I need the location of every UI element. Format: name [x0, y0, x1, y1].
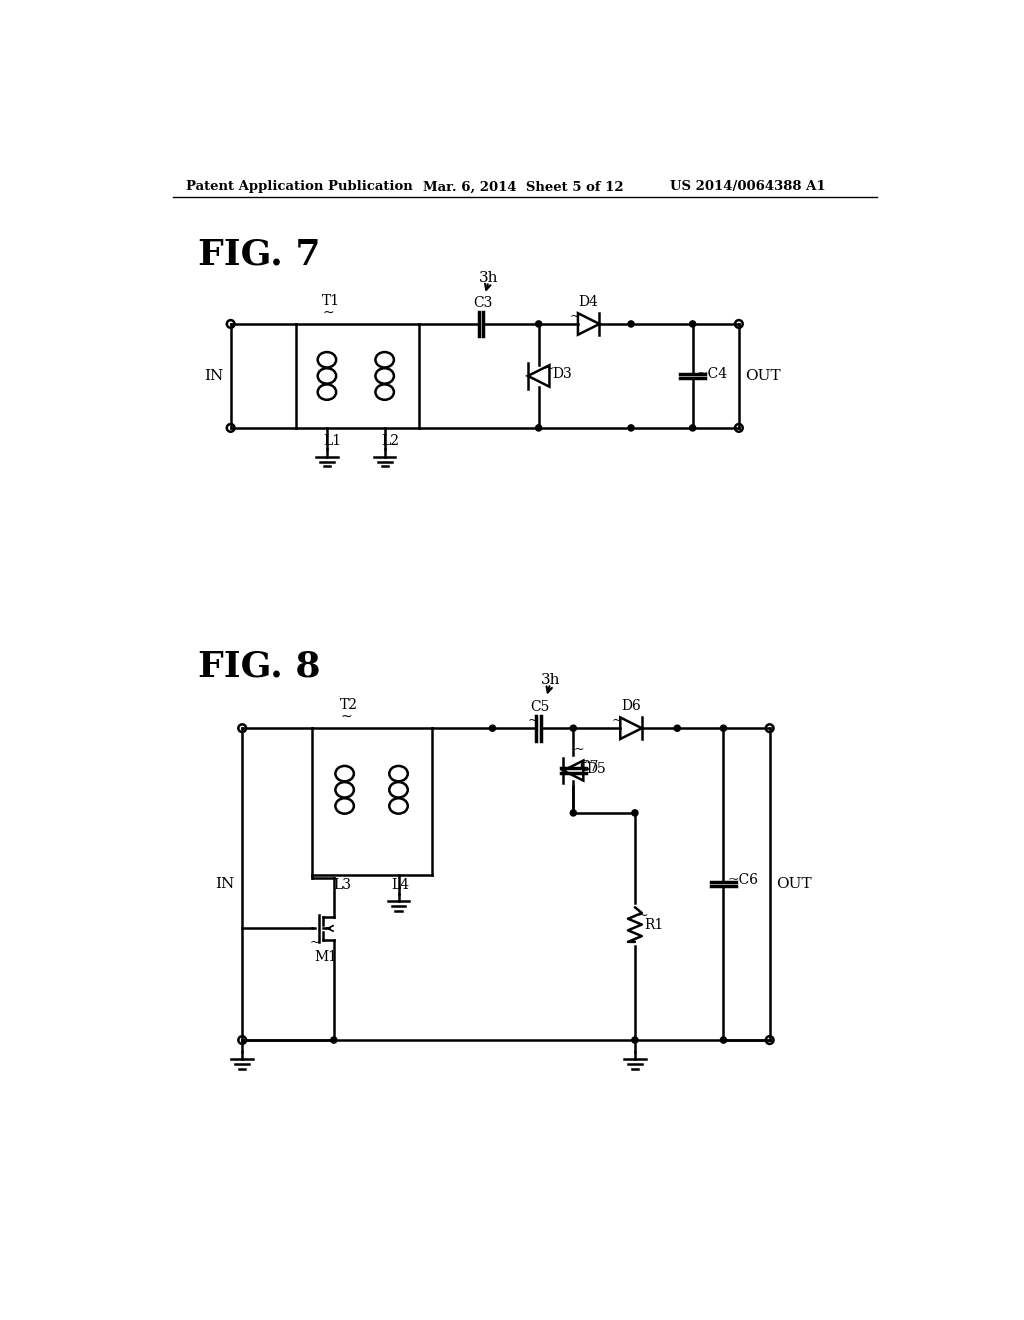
Circle shape: [689, 425, 695, 432]
Text: US 2014/0064388 A1: US 2014/0064388 A1: [670, 181, 825, 194]
Text: FIG. 8: FIG. 8: [199, 649, 321, 684]
Text: L1: L1: [323, 434, 341, 447]
Circle shape: [632, 810, 638, 816]
Circle shape: [628, 425, 634, 432]
Text: L4: L4: [391, 878, 409, 892]
Circle shape: [536, 321, 542, 327]
Text: OUT: OUT: [776, 876, 811, 891]
Circle shape: [489, 725, 496, 731]
Text: ~: ~: [527, 714, 538, 727]
Text: L2: L2: [382, 434, 399, 447]
Text: C5: C5: [530, 701, 550, 714]
Circle shape: [536, 425, 542, 432]
Text: T1: T1: [322, 294, 340, 308]
Text: Mar. 6, 2014  Sheet 5 of 12: Mar. 6, 2014 Sheet 5 of 12: [423, 181, 624, 194]
Text: C7: C7: [580, 760, 599, 774]
Text: D6: D6: [622, 698, 641, 713]
Circle shape: [632, 1038, 638, 1043]
Text: R1: R1: [644, 917, 664, 932]
Text: ~: ~: [612, 714, 623, 727]
Circle shape: [570, 810, 577, 816]
Text: ~: ~: [544, 362, 554, 375]
Text: ~: ~: [310, 936, 321, 949]
Text: Patent Application Publication: Patent Application Publication: [186, 181, 413, 194]
Text: C3: C3: [473, 296, 493, 310]
Text: ~C6: ~C6: [727, 874, 759, 887]
Text: ~: ~: [323, 305, 334, 319]
Text: ~: ~: [578, 756, 588, 770]
Text: D5: D5: [587, 762, 606, 776]
Text: IN: IN: [204, 368, 223, 383]
Circle shape: [331, 1038, 337, 1043]
Text: ~C4: ~C4: [696, 367, 728, 381]
Text: L3: L3: [333, 878, 351, 892]
Text: 3h: 3h: [541, 673, 560, 688]
Text: 3h: 3h: [479, 271, 499, 285]
Text: T2: T2: [340, 698, 357, 711]
Text: ~: ~: [569, 310, 581, 323]
Text: OUT: OUT: [745, 368, 780, 383]
Text: ~: ~: [637, 908, 648, 921]
Circle shape: [689, 321, 695, 327]
Text: D3: D3: [553, 367, 572, 381]
Circle shape: [720, 725, 727, 731]
Circle shape: [628, 321, 634, 327]
Circle shape: [720, 1038, 727, 1043]
Text: IN: IN: [215, 876, 234, 891]
Text: FIG. 7: FIG. 7: [199, 238, 321, 272]
Text: ~: ~: [340, 710, 352, 723]
Text: ~: ~: [573, 742, 584, 755]
Circle shape: [674, 725, 680, 731]
Text: D4: D4: [579, 294, 599, 309]
Circle shape: [570, 725, 577, 731]
Text: M1: M1: [314, 950, 337, 964]
